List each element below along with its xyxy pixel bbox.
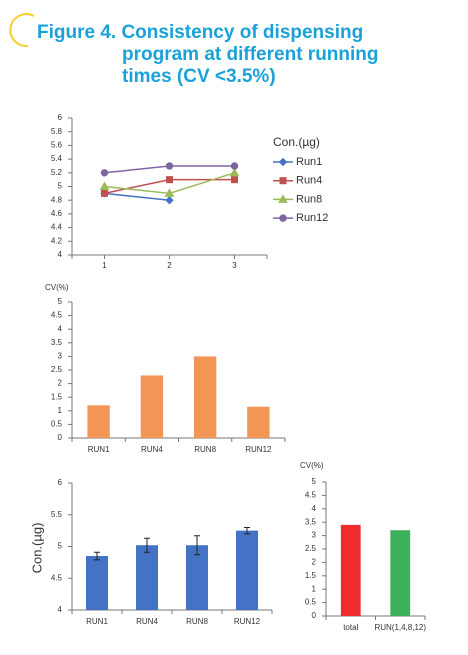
y-tick-label: 0.5	[51, 420, 63, 429]
legend-title: Con.(µg)	[273, 135, 320, 149]
marker	[101, 189, 108, 197]
legend-label: Run1	[296, 156, 322, 168]
x-tick-label: RUN8	[194, 445, 216, 454]
error-bar	[94, 551, 100, 561]
bar	[86, 556, 108, 610]
bar	[136, 545, 158, 610]
title-line: program at different running	[122, 44, 379, 65]
y-tick-label: 5.2	[51, 168, 63, 177]
x-tick-label: 1	[102, 261, 107, 270]
y-tick-label: 4	[58, 324, 63, 333]
y-tick-label: 5.4	[51, 154, 63, 163]
x-tick-label: RUN1	[86, 617, 108, 626]
y-axis-label: CV(%)	[45, 283, 69, 292]
marker	[165, 195, 174, 205]
bar	[340, 524, 361, 616]
x-tick-label: RUN(1,4,8,12)	[374, 623, 426, 632]
marker	[231, 176, 238, 184]
y-axis-label: CV(%)	[300, 461, 324, 470]
y-tick-label: 2	[58, 379, 63, 388]
y-tick-label: 1	[312, 584, 317, 593]
legend-label: Run8	[296, 193, 322, 205]
y-tick-label: 4.6	[51, 209, 63, 218]
y-axis-label: Con.(µg)	[29, 523, 44, 574]
y-tick-label: 0	[58, 433, 63, 442]
y-tick-label: 5.6	[51, 141, 63, 150]
y-tick-label: 4.8	[51, 195, 63, 204]
marker	[278, 194, 288, 203]
marker	[164, 188, 175, 197]
x-tick-label: 2	[167, 261, 172, 270]
y-tick-label: 5	[58, 542, 63, 551]
marker	[230, 162, 239, 170]
y-tick-label: 5.5	[51, 510, 63, 519]
x-tick-label: total	[343, 623, 358, 632]
y-tick-label: 6	[58, 478, 63, 487]
bar	[186, 545, 208, 610]
x-tick-label: RUN1	[88, 445, 110, 454]
y-tick-label: 3.5	[51, 338, 63, 347]
error-bar	[144, 537, 150, 553]
bar	[247, 406, 270, 438]
bar	[236, 530, 258, 610]
marker	[99, 181, 110, 190]
x-tick-label: RUN12	[245, 445, 272, 454]
x-tick-label: RUN4	[136, 617, 158, 626]
y-tick-label: 2.5	[305, 544, 317, 553]
y-tick-label: 5	[58, 297, 63, 306]
marker	[165, 162, 174, 170]
marker	[166, 176, 173, 184]
series-line	[104, 192, 170, 201]
bar	[390, 530, 411, 616]
y-tick-label: 4.4	[51, 223, 63, 232]
marker	[100, 169, 109, 177]
y-tick-label: 4.5	[51, 311, 63, 320]
title-ornament	[9, 13, 35, 48]
y-tick-label: 3.5	[305, 517, 317, 526]
y-tick-label: 5.8	[51, 127, 63, 136]
y-tick-label: 4	[58, 250, 63, 259]
y-tick-label: 4	[58, 605, 63, 614]
y-tick-label: 0.5	[305, 598, 317, 607]
y-tick-label: 2	[312, 558, 317, 567]
y-tick-label: 4.2	[51, 236, 63, 245]
y-tick-label: 6	[58, 113, 63, 122]
y-tick-label: 4.5	[51, 573, 63, 582]
error-bar	[194, 535, 200, 556]
marker	[229, 167, 240, 177]
x-tick-label: 3	[232, 261, 237, 270]
marker	[278, 157, 288, 167]
y-tick-label: 3	[312, 531, 317, 540]
x-tick-label: RUN4	[141, 445, 163, 454]
marker	[279, 214, 287, 222]
legend-label: Run4	[296, 175, 322, 187]
title-line: Figure 4. Consistency of dispensing	[37, 22, 363, 43]
bar	[140, 375, 164, 438]
x-tick-label: RUN12	[234, 617, 261, 626]
x-tick-label: RUN8	[186, 617, 208, 626]
error-bar	[244, 526, 250, 535]
y-tick-label: 5	[312, 477, 317, 486]
y-tick-label: 5	[58, 182, 63, 191]
y-tick-label: 3	[58, 352, 63, 361]
y-tick-label: 1.5	[51, 392, 63, 401]
y-tick-label: 4.5	[305, 491, 317, 500]
y-tick-label: 2.5	[51, 365, 63, 374]
y-tick-label: 1	[58, 406, 63, 415]
y-tick-label: 4	[312, 504, 317, 513]
title-line: times (CV <3.5%)	[122, 66, 276, 87]
y-tick-label: 0	[312, 611, 317, 620]
bar	[193, 356, 217, 438]
legend-label: Run12	[296, 212, 328, 224]
marker	[279, 177, 287, 185]
y-tick-label: 1.5	[305, 571, 317, 580]
bar	[87, 405, 110, 438]
